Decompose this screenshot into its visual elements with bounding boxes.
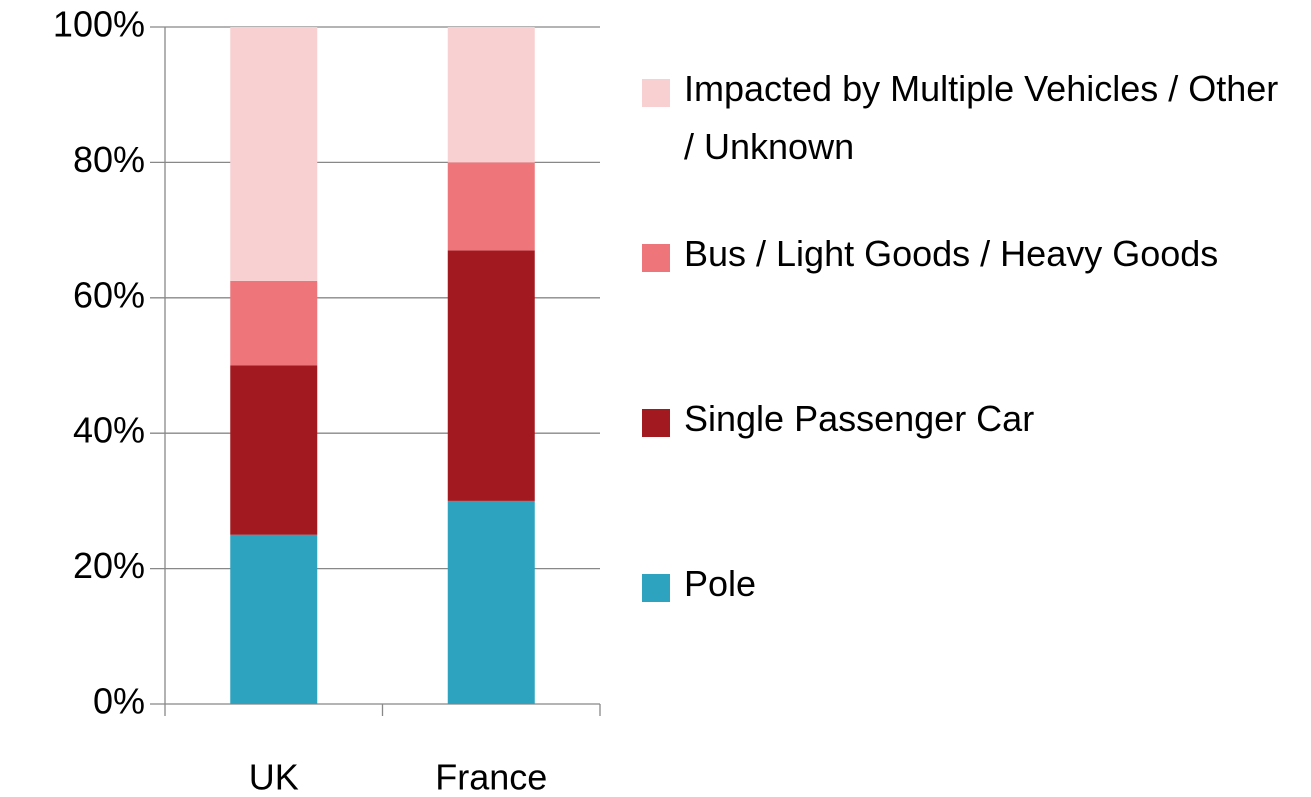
y-tick-label: 100%: [53, 4, 145, 45]
legend-swatch: [642, 409, 670, 437]
bar-segment: [447, 162, 535, 251]
legend-item: Impacted by Multiple Vehicles / Other / …: [640, 68, 1284, 176]
y-tick-label: 20%: [73, 545, 145, 586]
bar-segment: [447, 500, 535, 704]
y-tick-label: 40%: [73, 410, 145, 451]
bar-segment: [447, 250, 535, 501]
legend: Pole Single Passenger Car Bus / Light Good…: [640, 0, 1305, 797]
legend-swatch: [642, 574, 670, 602]
legend-label: Bus / Light Goods / Heavy Goods: [684, 233, 1219, 274]
bar-segment: [230, 365, 318, 535]
y-tick-label: 80%: [73, 139, 145, 180]
bar-segment: [447, 27, 535, 163]
legend-label: Pole: [684, 563, 757, 604]
legend-swatch: [642, 244, 670, 272]
bar-segment: [230, 27, 318, 281]
y-tick-label: 0%: [93, 681, 145, 722]
bar-segment: [230, 534, 318, 704]
legend-item: Pole: [640, 563, 1284, 613]
bar-segment: [230, 280, 318, 366]
legend-label: Single Passenger Car: [684, 398, 1035, 439]
legend-item: Bus / Light Goods / Heavy Goods: [640, 233, 1284, 283]
x-tick-label: UK: [249, 757, 299, 797]
y-tick-label: 60%: [73, 274, 145, 315]
legend-label: Impacted by Multiple Vehicles / Other / …: [684, 68, 1279, 167]
legend-item: Single Passenger Car: [640, 398, 1284, 448]
x-tick-label: France: [435, 757, 547, 797]
legend-swatch: [642, 79, 670, 107]
